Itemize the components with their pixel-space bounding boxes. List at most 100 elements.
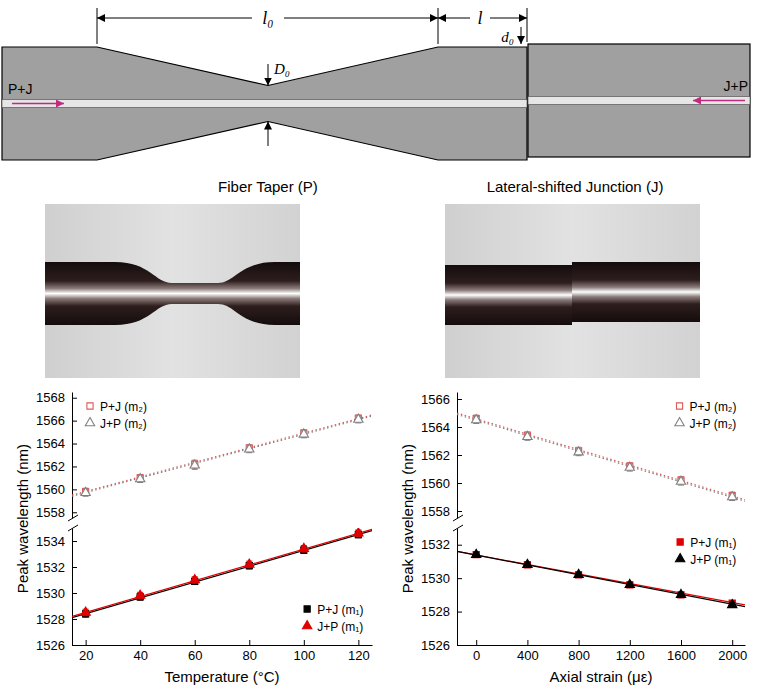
- fit-line: [457, 413, 745, 500]
- data-point: [299, 543, 308, 551]
- legend-marker: [675, 554, 684, 562]
- y-axis-tick-mark: [72, 398, 77, 399]
- y-axis-tick: 1560: [421, 476, 462, 491]
- micrographs: [45, 204, 700, 378]
- y-axis-tick-label: 1560: [36, 482, 65, 497]
- y-axis-tick-mark: [457, 612, 462, 613]
- y-axis-tick: 1564: [421, 420, 462, 435]
- x-axis-tick-label: 100: [293, 648, 315, 663]
- y-axis-tick: 1566: [36, 413, 77, 428]
- x-axis-tick: 0: [473, 640, 480, 663]
- x-axis-tick-mark: [140, 640, 141, 645]
- light-arrow: [693, 100, 745, 102]
- axis-break: [68, 515, 78, 521]
- legend-label: J+P (m₁): [317, 620, 363, 634]
- y-axis-tick-mark: [457, 455, 462, 456]
- y-axis-tick: 1562: [421, 448, 462, 463]
- data-point: [81, 607, 90, 615]
- schematic-label: Lateral-shifted Junction (J): [487, 178, 664, 195]
- y-axis-tick: 1564: [36, 436, 77, 451]
- micrograph-junction-fiber: [445, 265, 572, 325]
- axis-break: [68, 525, 78, 531]
- x-axis-title: Temperature (°C): [164, 668, 279, 685]
- y-axis-tick-mark: [72, 466, 77, 467]
- junction-core: [528, 97, 750, 105]
- x-axis-tick: 400: [517, 640, 539, 663]
- data-point: [472, 415, 481, 423]
- x-axis-tick: 80: [243, 640, 257, 663]
- y-axis-tick-label: 1564: [36, 436, 65, 451]
- extension-line: [527, 8, 528, 42]
- chart-panel: 1526152815301532153420406080100120Temper…: [14, 444, 373, 685]
- y-axis-tick-label: 1528: [36, 612, 65, 627]
- y-axis-tick-mark: [72, 567, 77, 568]
- fit-line: [72, 416, 372, 496]
- series: [72, 415, 372, 495]
- y-axis-tick-label: 1528: [421, 604, 450, 619]
- figure: l₀ld₀D₀P+JJ+PFiber Taper (P)Lateral-shif…: [0, 0, 759, 696]
- data-point: [190, 460, 199, 468]
- dimension-line: [490, 18, 527, 19]
- data-point: [625, 579, 634, 587]
- fit-line: [457, 414, 745, 501]
- schematic-label: l₀: [262, 8, 273, 28]
- y-axis-tick: 1528: [36, 612, 77, 627]
- x-axis-tick: 800: [568, 640, 590, 663]
- x-axis-tick-mark: [732, 640, 733, 645]
- x-axis-title: Axial strain (με): [550, 668, 653, 685]
- data-point: [472, 549, 481, 557]
- data-point: [81, 487, 90, 495]
- data-point: [728, 492, 737, 500]
- y-axis-tick: 1568: [36, 390, 77, 405]
- x-axis-tick-label: 1200: [616, 648, 645, 663]
- waist-arrow: [268, 122, 269, 147]
- schematic-label: l: [477, 8, 482, 28]
- light-arrow: [12, 103, 64, 105]
- data-point: [523, 431, 532, 439]
- legend-item: P+J (m₁): [304, 603, 363, 617]
- x-axis-tick-mark: [304, 640, 305, 645]
- x-axis-tick: 2000: [718, 640, 747, 663]
- x-axis-tick-label: 60: [188, 648, 202, 663]
- data-point: [135, 474, 144, 482]
- data-point: [245, 444, 254, 452]
- chart-panel: 155815601562156415661568P+J (m₂)J+P (m₂): [36, 390, 372, 520]
- legend-item: P+J (m₁): [677, 536, 736, 550]
- chart-panel: 15581560156215641566P+J (m₂)J+P (m₂): [421, 392, 745, 519]
- micrograph-junction-background: [445, 204, 700, 378]
- y-axis-line: [72, 529, 73, 646]
- x-axis-tick-mark: [681, 640, 682, 645]
- series: [72, 528, 372, 616]
- y-axis-tick-mark: [457, 427, 462, 428]
- y-axis-tick: 1526: [421, 638, 462, 653]
- data-point: [574, 447, 583, 455]
- y-axis-tick-label: 1530: [421, 571, 450, 586]
- y-axis-tick-mark: [457, 545, 462, 546]
- y-axis-tick-label: 1566: [421, 392, 450, 407]
- x-axis-tick-label: 80: [243, 648, 257, 663]
- legend: P+J (m₂)J+P (m₂): [85, 400, 147, 431]
- legend-marker: [85, 418, 94, 426]
- chart-panel: 15261528153015320400800120016002000Axial…: [399, 444, 747, 685]
- y-axis-tick-mark: [457, 399, 462, 400]
- x-axis-tick-mark: [630, 640, 631, 645]
- legend: P+J (m₂)J+P (m₂): [675, 400, 737, 431]
- taper-core: [2, 100, 527, 108]
- x-axis-tick-label: 800: [568, 648, 590, 663]
- y-axis-line: [72, 393, 73, 519]
- y-axis-tick-label: 1562: [36, 459, 65, 474]
- micrograph-taper-background: [45, 204, 300, 378]
- y-axis-tick-label: 1560: [421, 476, 450, 491]
- waist-arrow: [268, 64, 269, 86]
- y-axis-line: [457, 529, 458, 646]
- y-axis-title: Peak wavelength (nm): [399, 444, 416, 593]
- y-axis-tick-label: 1532: [421, 537, 450, 552]
- y-axis-title: Peak wavelength (nm): [14, 444, 31, 593]
- x-axis-tick-mark: [527, 640, 528, 645]
- y-axis-tick-mark: [457, 578, 462, 579]
- x-axis-tick-mark: [579, 640, 580, 645]
- x-axis-tick-mark: [476, 640, 477, 645]
- legend-label: J+P (m₁): [690, 553, 736, 567]
- x-axis-tick: 120: [348, 640, 370, 663]
- series: [457, 414, 745, 501]
